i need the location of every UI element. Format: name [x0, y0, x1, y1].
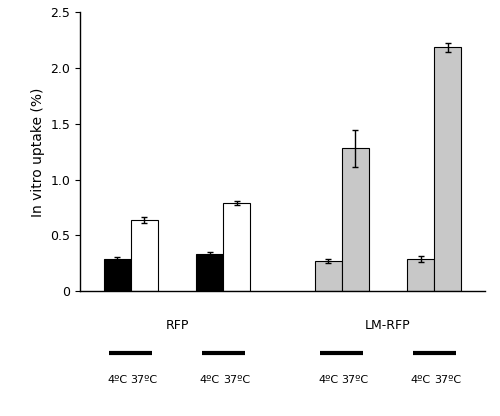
Text: 4ºC: 4ºC [411, 375, 431, 385]
Text: 4ºC: 4ºC [318, 375, 338, 385]
Y-axis label: In vitro uptake (%): In vitro uptake (%) [30, 87, 44, 216]
Text: LM-RFP: LM-RFP [365, 319, 411, 332]
Text: 37ºC: 37ºC [130, 375, 158, 385]
Text: 37ºC: 37ºC [342, 375, 368, 385]
Bar [434, 47, 462, 291]
Text: 4ºC: 4ºC [200, 375, 220, 385]
Bar [104, 259, 130, 291]
Bar [408, 259, 434, 291]
Text: 37ºC: 37ºC [434, 375, 462, 385]
Bar [314, 261, 342, 291]
Bar [342, 149, 368, 291]
Bar [130, 220, 158, 291]
Bar [224, 203, 250, 291]
Text: RFP: RFP [166, 319, 188, 332]
Text: 4ºC: 4ºC [107, 375, 127, 385]
Text: 37ºC: 37ºC [224, 375, 250, 385]
Bar [196, 255, 224, 291]
